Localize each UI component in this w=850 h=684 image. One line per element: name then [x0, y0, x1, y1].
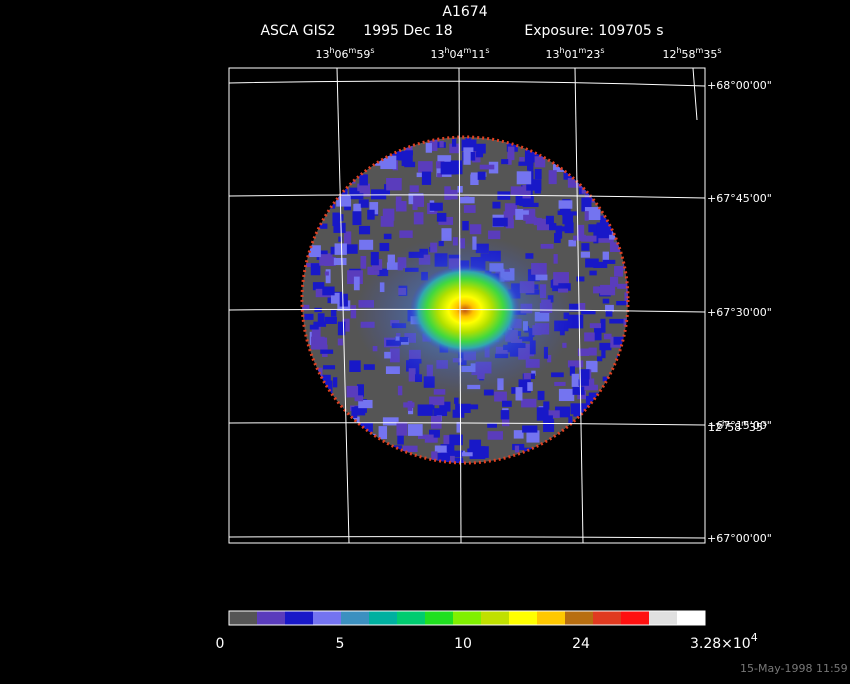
dec-label: +67°30'00" [707, 306, 772, 319]
dec-label: +67°00'00" [707, 532, 772, 545]
colorbar-segment [453, 611, 482, 625]
colorbar-segment [229, 611, 258, 625]
colorbar-segment [649, 611, 678, 625]
colorbar-segment [425, 611, 454, 625]
coordinate-grid [228, 67, 706, 544]
colorbar-segment [677, 611, 706, 625]
colorbar-label: 3.28×104 [690, 631, 758, 652]
colorbar-label: 5 [336, 636, 345, 652]
colorbar-label: 0 [216, 636, 225, 652]
image-edge [300, 135, 630, 465]
colorbar-label: 10 [454, 636, 472, 652]
colorbar-segment [565, 611, 594, 625]
dec-label: +67°45'00" [707, 192, 772, 205]
footer-date: 15-May-1998 11:59 [740, 662, 848, 675]
ra-label: 13h06m59s [315, 46, 374, 61]
colorbar-segment [397, 611, 426, 625]
obs-date: 1995 Dec 18 [363, 23, 452, 39]
colorbar-segment [369, 611, 398, 625]
exposure: Exposure: 109705 s [524, 23, 663, 39]
colorbar-segment [341, 611, 370, 625]
colorbar-segment [537, 611, 566, 625]
colorbar-segment [621, 611, 650, 625]
instrument: ASCA GIS2 [260, 23, 335, 39]
ra-label: 13h04m11s [430, 46, 489, 61]
dec-label: +67°15'00" [707, 419, 772, 432]
colorbar-segment [313, 611, 342, 625]
colorbar-segment [285, 611, 314, 625]
colorbar-segment [593, 611, 622, 625]
ra-label: 12h58m35s [708, 419, 767, 434]
colorbar-segment [509, 611, 538, 625]
colorbar-frame [228, 610, 706, 626]
title: A1674 [442, 4, 487, 20]
colorbar-segment [257, 611, 286, 625]
ra-label: 13h01m23s [545, 46, 604, 61]
colorbar-segment [481, 611, 510, 625]
ra-label: 12h58m35s [662, 46, 721, 61]
colorbar-label: 24 [572, 636, 590, 652]
dec-label: +68°00'00" [707, 79, 772, 92]
xray-image [302, 137, 628, 463]
